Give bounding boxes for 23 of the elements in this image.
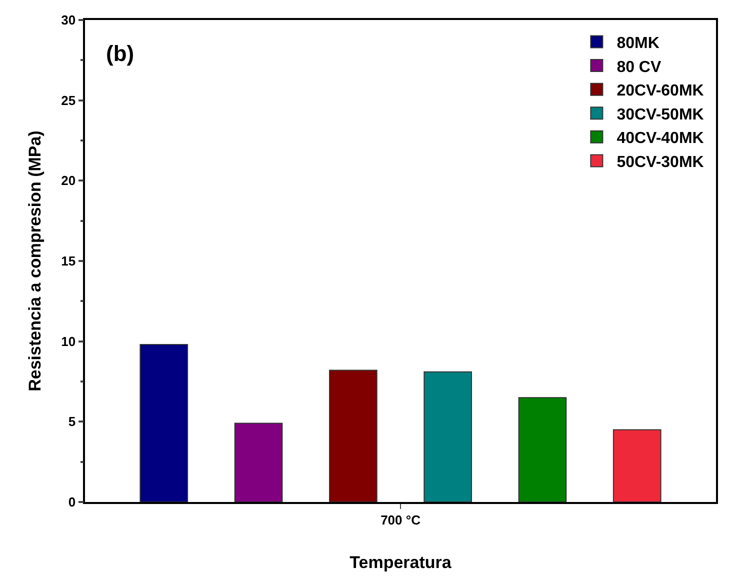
- y-tick-label: 15: [61, 254, 76, 269]
- bar: [140, 344, 188, 502]
- annotation: (b): [106, 41, 134, 66]
- y-tick-label: 25: [61, 92, 76, 108]
- y-tick-label: 5: [68, 414, 76, 430]
- bar: [329, 370, 378, 502]
- legend-label: 50CV-30MK: [616, 154, 704, 171]
- y-axis-title: Resistencia a compresion (MPa): [26, 130, 44, 392]
- y-tick-label: 20: [61, 173, 76, 188]
- legend-label: 80MK: [616, 34, 660, 52]
- x-tick-label: 700 °C: [380, 512, 422, 528]
- legend-label: 80 CV: [616, 58, 662, 76]
- y-tick-label: 0: [68, 494, 76, 510]
- legend-label: 20CV-60MK: [616, 82, 704, 100]
- x-axis-title: Temperatura: [350, 553, 452, 572]
- bar: [518, 397, 567, 502]
- bar: [424, 371, 472, 502]
- bar: [234, 422, 283, 502]
- bar: [612, 429, 662, 502]
- legend-label: 40CV-40MK: [616, 130, 704, 148]
- legend-label: 30CV-50MK: [616, 106, 704, 124]
- y-tick-label: 10: [61, 334, 76, 349]
- y-tick-label: 30: [61, 12, 76, 28]
